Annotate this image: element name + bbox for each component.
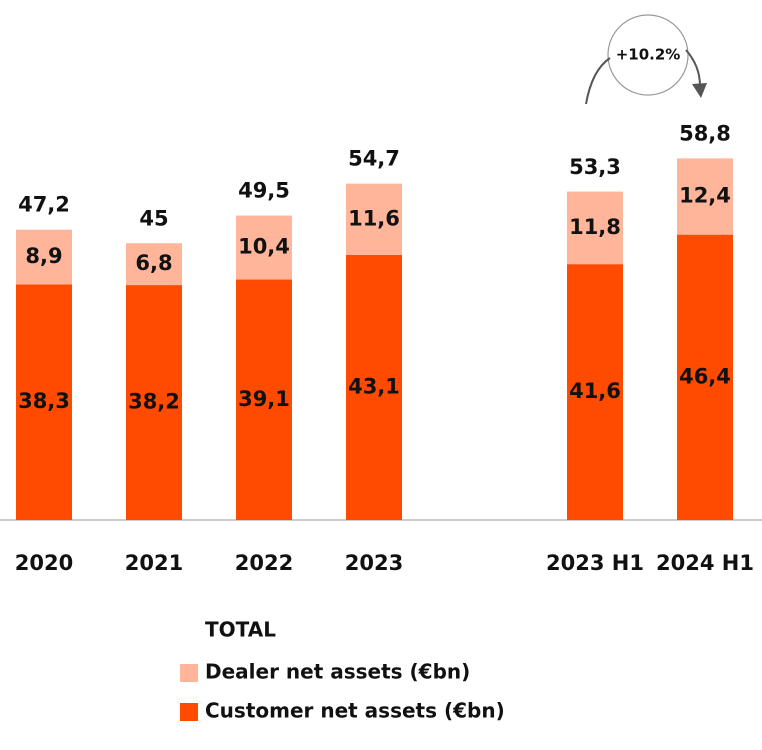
x-tick-label: 2024 H1 [656, 551, 754, 575]
x-tick-label: 2022 [235, 551, 293, 575]
legend-swatch [180, 664, 198, 682]
value-label: 11,6 [348, 206, 400, 230]
value-label: 8,9 [25, 244, 62, 268]
value-label: 38,2 [128, 390, 180, 414]
total-label: 54,7 [348, 147, 400, 171]
annotation-arc [685, 49, 701, 87]
value-label: 41,6 [569, 379, 621, 403]
x-tick-label: 2021 [125, 551, 183, 575]
total-label: 53,3 [569, 155, 621, 179]
growth-annotation: +10.2% [585, 14, 707, 105]
value-label: 46,4 [679, 364, 731, 388]
value-label: 10,4 [238, 235, 290, 259]
annotation-text: +10.2% [616, 46, 681, 64]
bar-segment [677, 234, 733, 520]
bar-segment [16, 284, 72, 520]
value-label: 39,1 [238, 387, 290, 411]
bar-segment [567, 191, 623, 265]
x-tick-label: 2023 H1 [546, 551, 644, 575]
legend-label: Dealer net assets (€bn) [205, 660, 470, 684]
total-label: 49,5 [238, 179, 290, 203]
bar-segment [346, 254, 402, 520]
legend-swatch [180, 703, 198, 721]
value-label: 11,8 [569, 215, 621, 239]
legend-title: TOTAL [205, 618, 276, 642]
x-tick-label: 2023 [345, 551, 403, 575]
annotation-circle [607, 14, 689, 96]
legend-label: Customer net assets (€bn) [205, 699, 505, 723]
annotation-arrowhead [692, 83, 707, 98]
bar-segment [236, 215, 292, 280]
bar-segment [126, 243, 182, 286]
total-label: 58,8 [679, 121, 731, 145]
bar-segment [567, 264, 623, 520]
value-label: 43,1 [348, 374, 400, 398]
bar-segment [126, 285, 182, 520]
annotation-arc [585, 57, 611, 105]
value-label: 6,8 [135, 251, 172, 275]
total-label: 45 [139, 206, 168, 230]
bar-segment [16, 229, 72, 285]
value-label: 38,3 [18, 389, 70, 413]
bar-segment [346, 183, 402, 255]
value-label: 12,4 [679, 184, 731, 208]
x-tick-label: 2020 [15, 551, 73, 575]
total-label: 47,2 [18, 193, 70, 217]
bar-segment [236, 279, 292, 520]
bar-segment [677, 158, 733, 235]
